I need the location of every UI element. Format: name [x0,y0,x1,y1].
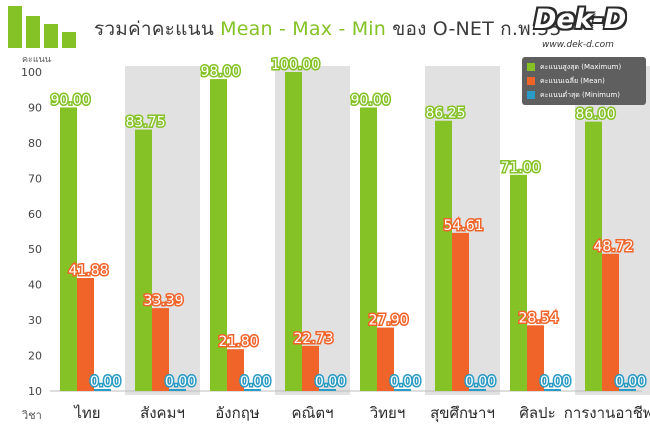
y-tick-label: 10 [28,385,42,398]
bar-max [510,174,527,391]
bar-max [210,79,227,391]
x-tick-label: ไทย [73,404,100,422]
bar-max [60,107,77,391]
data-label-mean: 22.73 [293,331,333,347]
bar-min [619,389,636,391]
data-label-mean: 28.54 [518,310,558,326]
x-tick-label: อังกฤษ [215,404,259,422]
bar-mean [152,308,169,391]
bar-max [135,129,152,391]
y-tick-label: 60 [28,208,42,221]
data-label-min: 0.00 [465,374,496,390]
y-tick-label: 90 [28,101,42,114]
chart-header: รวมค่าคะแนน Mean - Max - Min ของ O-NET ก… [0,0,650,52]
bar-mean [602,253,619,391]
data-label-max: 100.00 [271,57,320,73]
data-label-mean: 54.61 [443,218,483,234]
data-label-min: 0.00 [390,374,421,390]
x-tick-label: สุขศึกษาฯ [430,404,495,423]
bar-min [319,389,336,391]
data-label-max: 90.00 [50,92,90,108]
legend-item-mean: คะแนนเฉลี่ย (Mean) [527,75,645,87]
data-label-min: 0.00 [315,374,346,390]
bar-mean [527,325,544,391]
data-label-max: 86.25 [425,106,465,122]
x-tick-label: สังคมฯ [140,404,185,422]
bar-min [244,389,261,391]
data-label-mean: 33.39 [143,293,183,309]
y-tick-label: 100 [21,66,42,79]
y-tick-label: 80 [28,137,42,150]
y-tick-label: 40 [28,279,42,292]
y-tick-label: 50 [28,243,42,256]
legend-item-min: คะแนนต่ำสุด (Minimum) [527,89,645,101]
bar-min [169,389,186,391]
brand-logo: Dek-D www.dek-d.com [530,2,648,58]
bar-mean [77,278,94,391]
chart-title-highlight: Mean - Max - Min [220,18,387,40]
brand-url: www.dek-d.com [542,40,614,50]
data-label-mean: 41.88 [68,263,108,279]
bar-min [394,389,411,391]
bar-min [544,389,561,391]
legend-label-mean: คะแนนเฉลี่ย (Mean) [540,77,605,85]
x-tick-label: วิทยฯ [369,404,405,422]
chart-legend: คะแนนสูงสุด (Maximum) คะแนนเฉลี่ย (Mean)… [522,57,646,105]
data-label-mean: 21.80 [218,334,258,350]
bar-mean [377,327,394,391]
data-label-mean: 27.90 [368,313,408,329]
data-label-max: 83.75 [125,115,165,131]
y-tick-label: 20 [28,350,42,363]
y-tick-label: 30 [28,314,42,327]
brand-name: Dek-D [534,4,627,35]
bar-mean [302,345,319,391]
y-axis-label: คะแนน [22,55,51,65]
bar-max [585,121,602,391]
bar-max [435,120,452,391]
data-label-min: 0.00 [240,374,271,390]
chart-title-prefix: รวมค่าคะแนน [94,18,214,40]
legend-swatch-min [527,91,535,99]
data-label-min: 0.00 [615,374,646,390]
data-label-mean: 48.72 [593,239,633,255]
legend-item-max: คะแนนสูงสุด (Maximum) [527,61,645,73]
x-tick-label: การงานอาชีพฯ [564,404,650,422]
legend-swatch-max [527,63,535,71]
bar-min [94,389,111,391]
bar-max [360,107,377,391]
data-label-max: 98.00 [200,64,240,80]
legend-label-min: คะแนนต่ำสุด (Minimum) [540,91,620,99]
legend-swatch-mean [527,77,535,85]
data-label-max: 71.00 [500,160,540,176]
bar-mean [452,232,469,391]
data-label-min: 0.00 [165,374,196,390]
x-tick-label: ศิลปะ [519,404,555,422]
data-label-max: 90.00 [350,92,390,108]
data-label-min: 0.00 [90,374,121,390]
legend-label-max: คะแนนสูงสุด (Maximum) [540,63,622,71]
y-tick-label: 70 [28,172,42,185]
bar-max [285,72,302,391]
data-label-max: 86.00 [575,107,615,123]
x-axis-label: วิชา [22,409,42,422]
chart-title: รวมค่าคะแนน Mean - Max - Min ของ O-NET ก… [94,14,562,44]
bar-chart-logo-icon [8,6,76,48]
bar-mean [227,349,244,391]
bar-min [469,389,486,391]
chart-title-suffix: ของ O-NET ก.พ.55 [392,18,562,40]
data-label-min: 0.00 [540,374,571,390]
x-tick-label: คณิตฯ [291,404,333,422]
